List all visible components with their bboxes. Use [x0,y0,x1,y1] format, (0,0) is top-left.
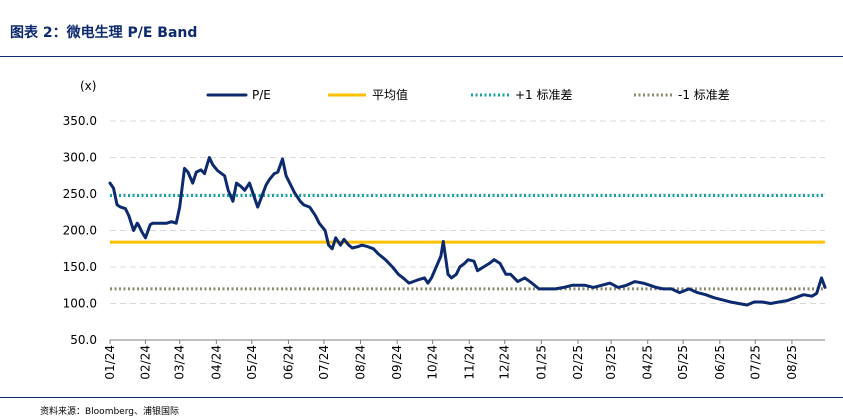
y-tick-label: 150.0 [63,260,97,274]
pe-series-group [108,156,827,307]
x-tick-label: 08/24 [354,345,368,380]
x-tick-label: 03/25 [604,345,618,380]
x-tick-label: 12/24 [498,345,512,380]
figure-title: 图表 2：微电生理 P/E Band [10,25,198,41]
legend-label: -1 标准差 [678,88,730,102]
source-divider [0,397,843,398]
y-tick-label: 100.0 [63,297,97,311]
legend: P/E 平均值 +1 标准差 -1 标准差 [206,87,730,102]
x-tick-label: 04/24 [209,345,223,380]
x-tick-label: 01/25 [534,345,548,380]
legend-label: 平均值 [372,87,408,102]
y-tick-label: 350.0 [63,114,97,128]
x-tick-label: 11/24 [462,345,476,380]
reference-lines [110,193,825,291]
y-tick-label: 200.0 [63,224,97,238]
gridlines [110,120,825,304]
legend-label: +1 标准差 [515,88,573,102]
x-tick-label: 09/24 [390,345,404,380]
x-tick-label: 04/25 [641,345,655,380]
x-tick-label: 07/25 [748,345,762,380]
axes: 350.0 300.0 250.0 200.0 150.0 100.0 50.0 01/24 0… [63,114,825,380]
pe-line [108,156,827,307]
y-tick-label: 300.0 [63,151,97,165]
x-tick-label: 05/24 [245,345,259,380]
y-axis-label: (x) [80,79,96,93]
x-tick-label: 01/24 [103,345,117,380]
y-tick-label: 50.0 [70,333,97,347]
x-tick-label: 03/24 [173,345,187,380]
x-tick-label: 10/24 [426,345,440,380]
x-tick-label: 06/24 [281,345,295,380]
title-divider [0,56,843,57]
x-tick-label: 06/25 [713,345,727,380]
x-tick-label: 05/25 [676,345,690,380]
x-tick-label: 02/24 [138,345,152,380]
x-tick-label: 07/24 [317,345,331,380]
source-note: 资料来源：Bloomberg、浦银国际 [40,407,179,417]
pe-band-chart: 350.0 300.0 250.0 200.0 150.0 100.0 50.0 01/24 0… [63,79,827,380]
legend-label: P/E [252,88,271,102]
x-tick-label: 02/25 [571,345,585,380]
y-tick-label: 250.0 [63,187,97,201]
x-tick-label: 08/25 [785,345,799,380]
